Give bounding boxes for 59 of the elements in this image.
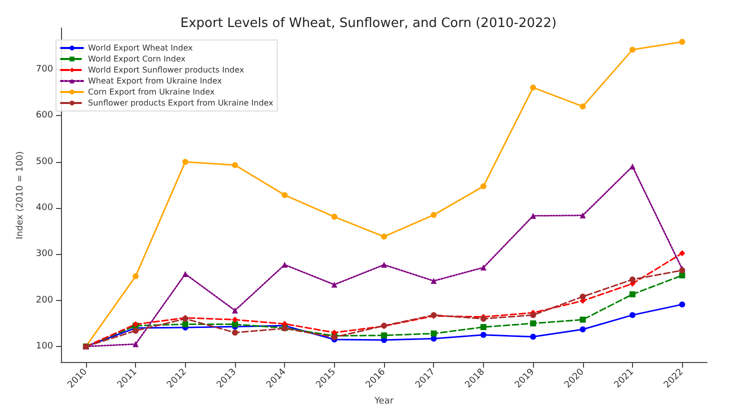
y-tick-label: 500	[36, 156, 54, 167]
point	[232, 162, 238, 168]
y-tick-label: 100	[36, 341, 54, 352]
y-tick-label: 600	[36, 110, 54, 121]
point	[132, 273, 139, 280]
point	[480, 324, 486, 330]
point	[331, 282, 338, 288]
point	[182, 321, 188, 328]
legend-label: Sunflower products Export from Ukraine Index	[88, 98, 274, 108]
y-tick-label: 200	[36, 295, 54, 306]
point	[530, 212, 536, 219]
point	[530, 312, 536, 318]
point	[679, 38, 686, 45]
point	[629, 291, 636, 298]
point	[629, 46, 636, 53]
legend-label: Wheat Export from Ukraine Index	[88, 76, 222, 86]
point	[232, 321, 238, 328]
point	[580, 212, 586, 218]
legend-label: World Export Sunflower products Index	[88, 66, 244, 74]
point	[381, 262, 388, 268]
point	[232, 307, 238, 314]
point	[580, 316, 586, 323]
point	[430, 212, 437, 218]
point	[629, 276, 636, 283]
point	[679, 250, 686, 256]
point	[182, 158, 188, 165]
chart-title: Export Levels of Wheat, Sunflower, and Corn (2010-2022)	[180, 16, 557, 31]
point	[580, 103, 586, 110]
point	[679, 301, 686, 308]
y-tick-label: 400	[36, 202, 54, 213]
x-axis-title: Year	[374, 396, 394, 406]
legend-label: World Export Wheat Index	[88, 44, 193, 52]
point	[480, 332, 486, 338]
point	[530, 334, 536, 340]
point	[530, 320, 536, 326]
point	[580, 294, 586, 300]
point	[182, 270, 188, 277]
point	[331, 214, 338, 220]
y-axis-title: Index (2010 = 100)	[16, 151, 26, 240]
point	[132, 328, 139, 334]
point	[530, 84, 536, 91]
point	[580, 326, 586, 332]
point	[480, 183, 486, 190]
legend-label: Corn Export from Ukraine Index	[88, 88, 215, 96]
point	[282, 192, 288, 198]
point	[629, 312, 636, 318]
point	[232, 330, 238, 336]
y-tick-label: 300	[36, 249, 54, 260]
y-tick-label: 700	[36, 64, 54, 75]
point	[132, 341, 139, 348]
legend-label: World Export Corn Index	[88, 54, 186, 64]
point	[381, 332, 388, 338]
point	[430, 278, 437, 284]
point	[232, 316, 238, 323]
point	[679, 272, 686, 278]
point	[381, 234, 388, 240]
point	[430, 330, 437, 337]
point	[282, 262, 288, 268]
point	[480, 264, 486, 271]
